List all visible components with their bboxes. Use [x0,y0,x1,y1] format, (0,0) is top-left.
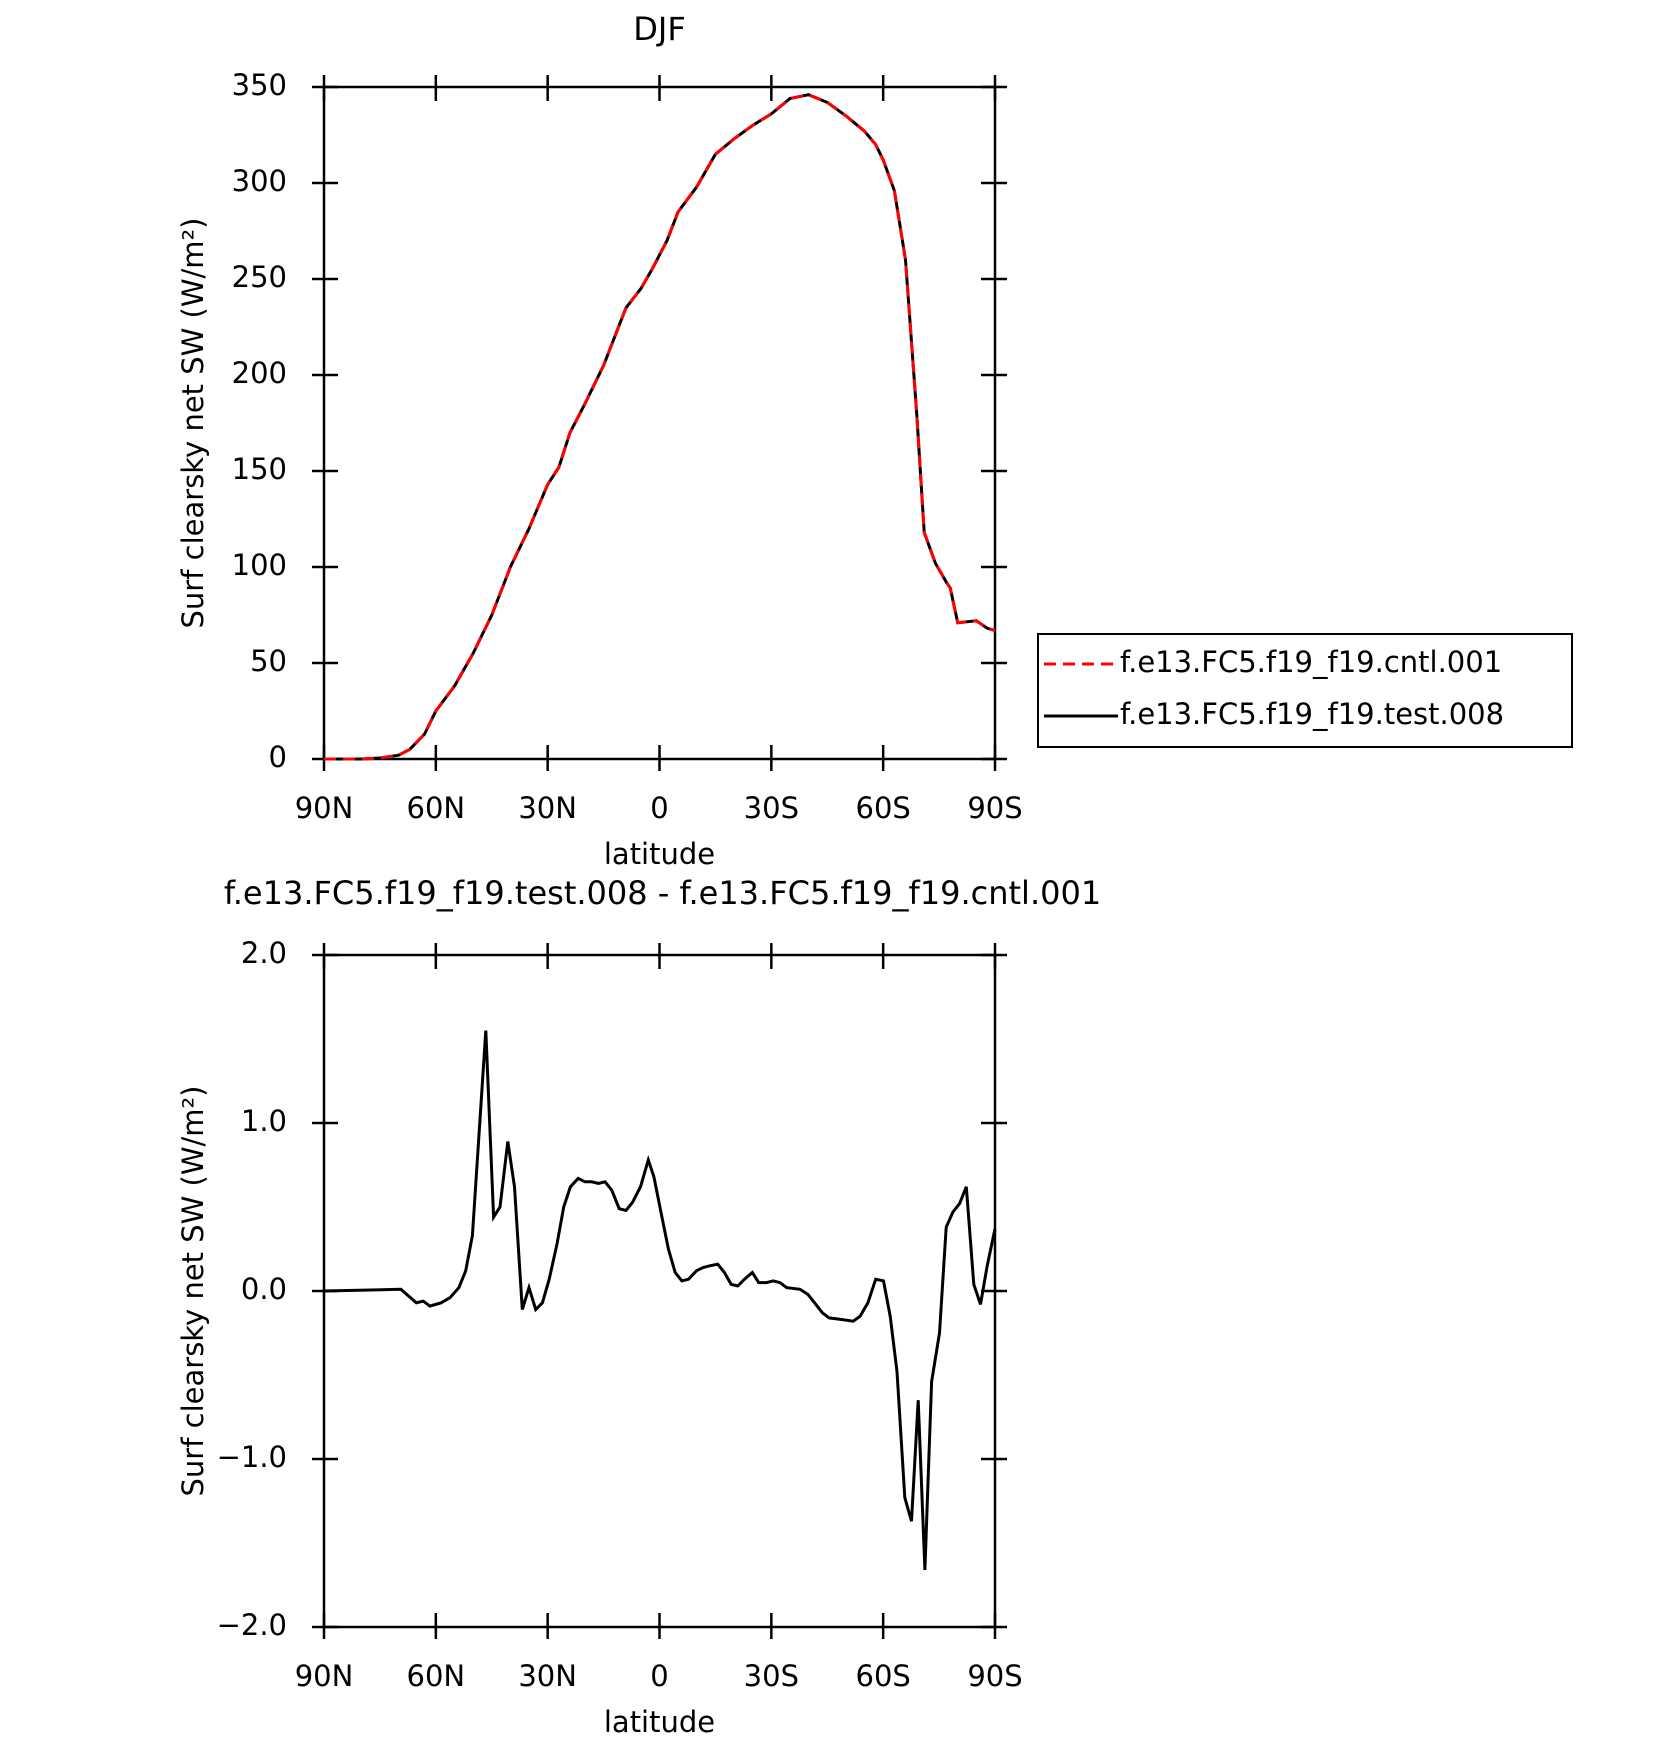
y-tick-label: 0.0 [241,1272,287,1306]
x-tick-label: 90S [967,791,1022,825]
x-tick-label: 90N [295,791,354,825]
y-axis-label: Surf clearsky net SW (W/m²) [176,218,210,629]
y-tick-label: −1.0 [217,1440,287,1474]
x-tick-label: 60S [856,1659,911,1693]
x-tick-label: 30S [744,1659,799,1693]
x-tick-label: 60S [856,791,911,825]
y-tick-label: 150 [232,452,287,486]
x-tick-label: 0 [650,1659,668,1693]
y-axis-label: Surf clearsky net SW (W/m²) [176,1086,210,1497]
chart: DJF latitude Surf clearsky net SW (W/m²) 90… [176,10,1573,871]
x-tick-label: 30N [518,1659,577,1693]
y-tick-label: −2.0 [217,1608,287,1642]
chart: f.e13.FC5.f19_f19.test.008 - f.e13.FC5.f… [176,874,1101,1739]
chart-title: DJF [633,10,685,48]
legend-label: f.e13.FC5.f19_f19.test.008 [1120,697,1504,731]
x-tick-label: 60N [407,1659,466,1693]
x-tick-label: 30S [744,791,799,825]
x-tick-label: 90N [295,1659,354,1693]
chart-title: f.e13.FC5.f19_f19.test.008 - f.e13.FC5.f… [224,874,1101,912]
series-line [324,93,996,761]
x-axis-label: latitude [604,837,715,871]
y-tick-label: 1.0 [241,1104,287,1138]
plot-frame [322,953,997,1629]
y-tick-label: 50 [250,644,287,678]
y-tick-label: 100 [232,548,287,582]
y-tick-label: 350 [232,68,287,102]
y-tick-label: 200 [232,356,287,390]
series-line [323,1030,997,1570]
x-tick-label: 60N [407,791,466,825]
legend-box [1037,633,1573,748]
x-tick-label: 90S [967,1659,1022,1693]
x-tick-label: 0 [650,791,668,825]
x-axis-label: latitude [604,1705,715,1739]
plot-frame [322,85,997,761]
y-tick-label: 300 [232,164,287,198]
y-tick-label: 2.0 [241,936,287,970]
y-tick-label: 250 [232,260,287,294]
x-tick-label: 30N [518,791,577,825]
y-tick-label: 0 [269,740,287,774]
legend-label: f.e13.FC5.f19_f19.cntl.001 [1120,645,1502,679]
